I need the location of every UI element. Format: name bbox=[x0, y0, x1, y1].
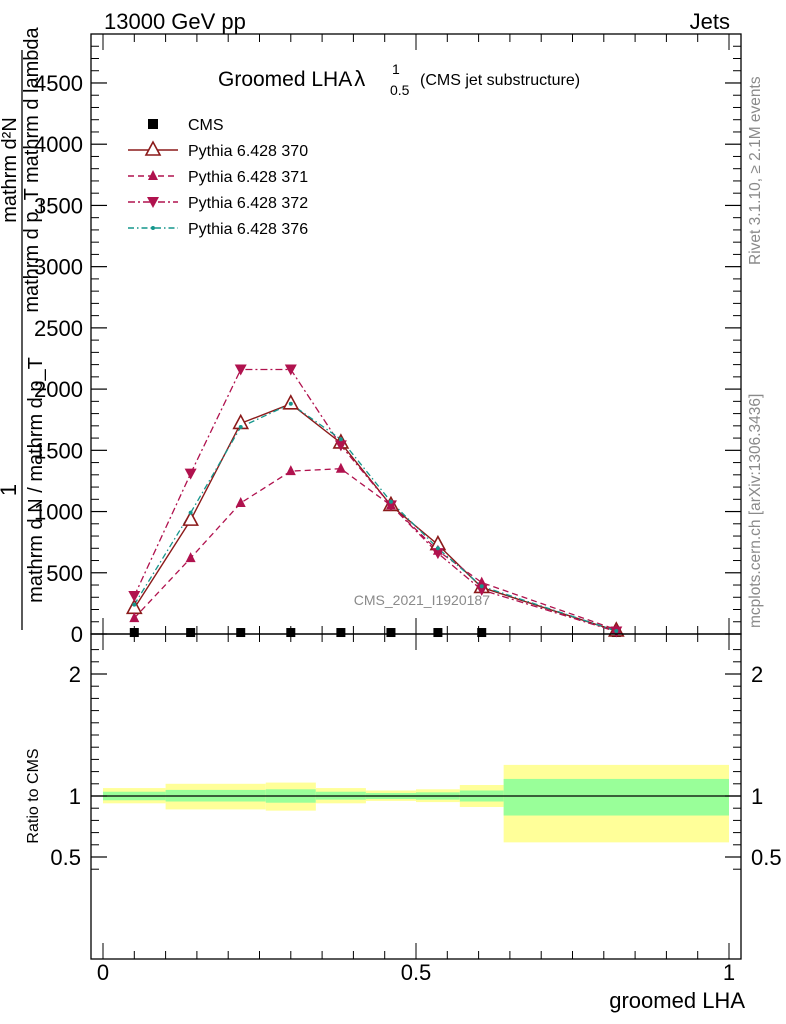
ratio-ytick-label-left: 0.5 bbox=[50, 845, 81, 870]
series-4-point bbox=[614, 628, 619, 633]
main-ylabel-group: 1 mathrm d N / mathrm d p_T mathrm d²N m… bbox=[0, 26, 47, 630]
main-ytick-label: 2500 bbox=[34, 316, 83, 341]
legend-label-0: CMS bbox=[188, 117, 224, 134]
ratio-xlabel: groomed LHA bbox=[609, 988, 745, 1013]
header-right: Jets bbox=[690, 9, 730, 34]
series-4-point bbox=[188, 510, 193, 515]
cms-data-point bbox=[236, 628, 246, 638]
cms-data-point bbox=[186, 628, 196, 638]
main-ytick-label: 4500 bbox=[34, 71, 83, 96]
series-3-point bbox=[284, 364, 297, 376]
ylabel-denominator: mathrm d N / mathrm d p_T bbox=[25, 357, 47, 603]
ratio-ylabel: Ratio to CMS bbox=[25, 748, 42, 843]
series-3-point bbox=[475, 584, 488, 596]
series-4-point bbox=[479, 584, 484, 589]
series-2-point bbox=[185, 552, 196, 563]
ratio-panel-frame bbox=[90, 633, 742, 960]
legend-marker-3 bbox=[147, 197, 159, 208]
legend-marker-4 bbox=[151, 226, 155, 230]
series-4-point bbox=[388, 499, 393, 504]
title-superscript: 1 bbox=[392, 61, 400, 77]
ratio-ytick-label-left: 2 bbox=[69, 662, 81, 687]
cms-data-point bbox=[336, 628, 346, 638]
legend-label-1: Pythia 6.428 370 bbox=[188, 143, 308, 160]
main-series-markers bbox=[125, 364, 625, 638]
main-ytick-label: 1000 bbox=[34, 500, 83, 525]
chart-subtitle: (CMS jet substructure) bbox=[420, 72, 580, 89]
ylabel-numerator-sub: mathrm d p_T mathrm d lambda bbox=[21, 26, 43, 312]
legend: CMS Pythia 6.428 370 Pythia 6.428 371 Pythi… bbox=[128, 117, 308, 238]
series-2-point bbox=[235, 496, 246, 507]
legend-marker-2 bbox=[148, 170, 158, 180]
ylabel-numerator: mathrm d²N bbox=[0, 117, 21, 223]
cms-data-point bbox=[129, 628, 139, 638]
series-1-point bbox=[182, 510, 199, 526]
series-4-point bbox=[435, 546, 440, 551]
rivet-label: Rivet 3.1.10, ≥ 2.1M events bbox=[747, 76, 764, 265]
series-3-point bbox=[334, 440, 347, 452]
ratio-axis-ticks: 0.5 0.5 1 1 2 2 0 0.5 1 bbox=[50, 634, 782, 985]
header-left: 13000 GeV pp bbox=[104, 9, 246, 34]
main-ytick-label: 4000 bbox=[34, 132, 83, 157]
legend-marker-1 bbox=[144, 140, 162, 156]
main-ytick-label: 500 bbox=[46, 561, 83, 586]
series-3-point bbox=[384, 500, 397, 512]
series-3-point bbox=[431, 548, 444, 560]
series-2-point bbox=[335, 462, 346, 473]
legend-label-4: Pythia 6.428 376 bbox=[188, 221, 308, 238]
mcplots-label: mcplots.cern.ch [arXiv:1306.3436] bbox=[747, 394, 764, 628]
main-ytick-label: 0 bbox=[71, 622, 83, 647]
series-4-point bbox=[338, 437, 343, 442]
ylabel-one: 1 bbox=[0, 484, 21, 496]
cms-data-point bbox=[433, 628, 443, 638]
main-ytick-label: 1500 bbox=[34, 438, 83, 463]
series-3-point bbox=[234, 364, 247, 376]
legend-label-2: Pythia 6.428 371 bbox=[188, 169, 308, 186]
ratio-bands bbox=[103, 764, 729, 843]
ratio-xtick-label: 0.5 bbox=[401, 960, 432, 985]
cms-data-point bbox=[286, 628, 296, 638]
series-1-point bbox=[125, 598, 143, 615]
series-4-point bbox=[288, 401, 293, 406]
legend-label-3: Pythia 6.428 372 bbox=[188, 195, 308, 212]
cms-data-point bbox=[477, 628, 487, 638]
chart-title: Groomed LHAλ bbox=[218, 66, 365, 91]
title-subscript: 0.5 bbox=[390, 82, 410, 98]
ratio-xtick-label: 1 bbox=[723, 960, 735, 985]
watermark: CMS_2021_I1920187 bbox=[354, 592, 490, 608]
main-ytick-label: 3500 bbox=[34, 193, 83, 218]
ratio-ytick-label-right: 1 bbox=[751, 784, 763, 809]
ratio-inner-band bbox=[503, 778, 729, 816]
series-2-point bbox=[129, 612, 140, 623]
series-4-point bbox=[132, 602, 137, 607]
ratio-ytick-label-right: 2 bbox=[751, 662, 763, 687]
series-2-point bbox=[285, 465, 296, 476]
series-2-point bbox=[476, 576, 487, 587]
ratio-xtick-label: 0 bbox=[97, 960, 109, 985]
series-3-point bbox=[128, 591, 141, 603]
cms-data-point bbox=[386, 628, 396, 638]
series-3-point bbox=[184, 468, 197, 480]
series-line-4 bbox=[133, 403, 617, 632]
ratio-ytick-label-left: 1 bbox=[69, 784, 81, 809]
ratio-ytick-label-right: 0.5 bbox=[751, 845, 782, 870]
series-4-point bbox=[238, 425, 243, 430]
legend-marker-cms bbox=[148, 119, 158, 129]
main-ytick-label: 2000 bbox=[34, 377, 83, 402]
main-axis-ticks: 0 500 1000 1500 2000 2500 3000 3500 4000 4500 bbox=[34, 33, 741, 647]
main-ytick-label: 3000 bbox=[34, 255, 83, 280]
